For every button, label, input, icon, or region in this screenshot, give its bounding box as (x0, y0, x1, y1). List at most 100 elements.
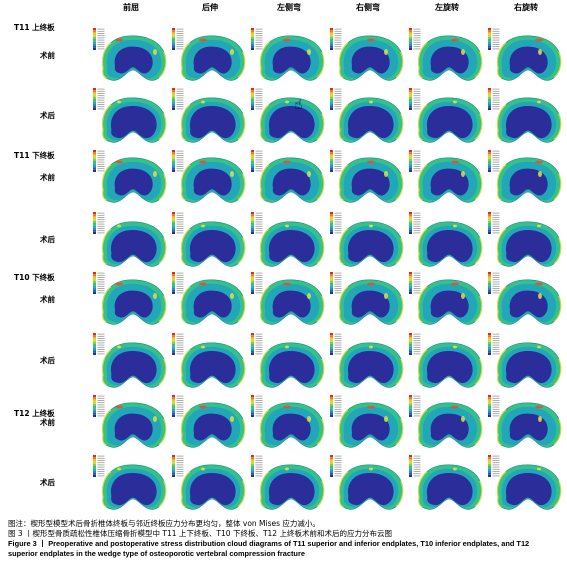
stress-cloud-panel (409, 333, 485, 389)
legend-swatch (409, 36, 412, 39)
section-label: T11 上终板 (14, 23, 55, 32)
endplate-stress-map (409, 333, 483, 389)
legend-swatch (93, 227, 96, 230)
stress-cloud-panel (93, 333, 169, 389)
legend-swatch (330, 272, 333, 275)
stress-cloud-panel (172, 150, 248, 206)
color-legend (409, 455, 421, 477)
legend-swatch (409, 457, 412, 460)
section-label: T10 下终板 (14, 273, 55, 282)
legend-swatch (93, 276, 96, 279)
legend-swatch (251, 414, 254, 417)
legend-swatch (409, 34, 412, 37)
legend-swatch (93, 47, 96, 50)
stress-cloud-panel (409, 395, 485, 451)
endplate-stress-map (93, 395, 167, 449)
legend-swatch (93, 403, 96, 406)
legend-swatch (409, 395, 412, 398)
legend-swatch (488, 457, 491, 460)
legend-swatch (172, 32, 175, 35)
endplate-stress-map (488, 272, 562, 326)
endplate-shape (338, 157, 404, 204)
endplate-stress-map (172, 212, 246, 268)
legend-swatch (93, 32, 96, 35)
legend-swatch (409, 346, 412, 349)
endplate-stress-map (330, 455, 404, 511)
endplate-stress-map (488, 150, 562, 204)
legend-swatch (93, 94, 96, 97)
legend-swatch (488, 339, 491, 342)
legend-swatch (330, 280, 333, 283)
legend-swatch (93, 285, 96, 288)
legend-swatch (330, 163, 333, 166)
legend-swatch (409, 352, 412, 355)
legend-swatch (172, 165, 175, 168)
legend-swatch (251, 90, 254, 93)
legend-swatch (251, 272, 254, 275)
legend-swatch (93, 88, 96, 91)
legend-swatch (488, 103, 491, 106)
endplate-shape (417, 342, 483, 389)
stress-cloud-panel (330, 28, 406, 84)
legend-swatch (172, 291, 175, 294)
legend-swatch (409, 161, 412, 164)
legend-swatch (330, 339, 333, 342)
legend-swatch (251, 214, 254, 217)
legend-swatch (330, 99, 333, 102)
legend-swatch (330, 461, 333, 464)
legend-swatch (488, 289, 491, 292)
legend-swatch (330, 156, 333, 159)
endplate-shape (180, 35, 246, 82)
legend-swatch (330, 214, 333, 217)
endplate-stress-map (409, 150, 483, 204)
legend-swatch (330, 395, 333, 398)
stress-cloud-panel (488, 395, 564, 451)
legend-swatch (488, 280, 491, 283)
endplate-stress-map (409, 272, 483, 326)
legend-swatch (251, 152, 254, 155)
legend-swatch (93, 218, 96, 221)
color-legend (251, 395, 263, 417)
legend-swatch (409, 410, 412, 413)
endplate-stress-map (251, 395, 325, 449)
stress-cloud-panel (488, 272, 564, 328)
legend-swatch (330, 154, 333, 157)
legend-swatch (330, 36, 333, 39)
legend-swatch (330, 397, 333, 400)
caption-title-cn: 图 3 丨楔形型骨质疏松性椎体压缩骨折模型中 T11 上下终板、T10 下终板、… (8, 529, 392, 538)
legend-swatch (93, 169, 96, 172)
legend-swatch (330, 344, 333, 347)
legend-swatch (488, 161, 491, 164)
stress-cloud-panel (172, 88, 248, 144)
legend-swatch (251, 285, 254, 288)
legend-swatch (488, 34, 491, 37)
legend-swatch (172, 107, 175, 110)
legend-swatch (330, 335, 333, 338)
endplate-stress-map (488, 455, 562, 511)
legend-swatch (93, 216, 96, 219)
legend-swatch (330, 470, 333, 473)
legend-swatch (172, 333, 175, 336)
legend-swatch (172, 346, 175, 349)
legend-swatch (172, 47, 175, 50)
color-legend (172, 212, 184, 234)
legend-swatch (93, 225, 96, 228)
endplate-stress-map (251, 150, 325, 204)
legend-swatch (330, 406, 333, 409)
endplate-stress-map (488, 333, 562, 389)
legend-swatch (251, 455, 254, 458)
legend-swatch (488, 36, 491, 39)
legend-swatch (330, 278, 333, 281)
legend-swatch (488, 352, 491, 355)
stress-cloud-panel (172, 455, 248, 511)
legend-swatch (488, 406, 491, 409)
row-label: 术前 (40, 173, 55, 182)
legend-swatch (409, 225, 412, 228)
legend-swatch (330, 43, 333, 46)
legend-swatch (488, 344, 491, 347)
legend-swatch (488, 272, 491, 275)
legend-swatch (330, 403, 333, 406)
legend-swatch (172, 408, 175, 411)
color-legend (172, 88, 184, 110)
endplate-shape (180, 279, 246, 326)
